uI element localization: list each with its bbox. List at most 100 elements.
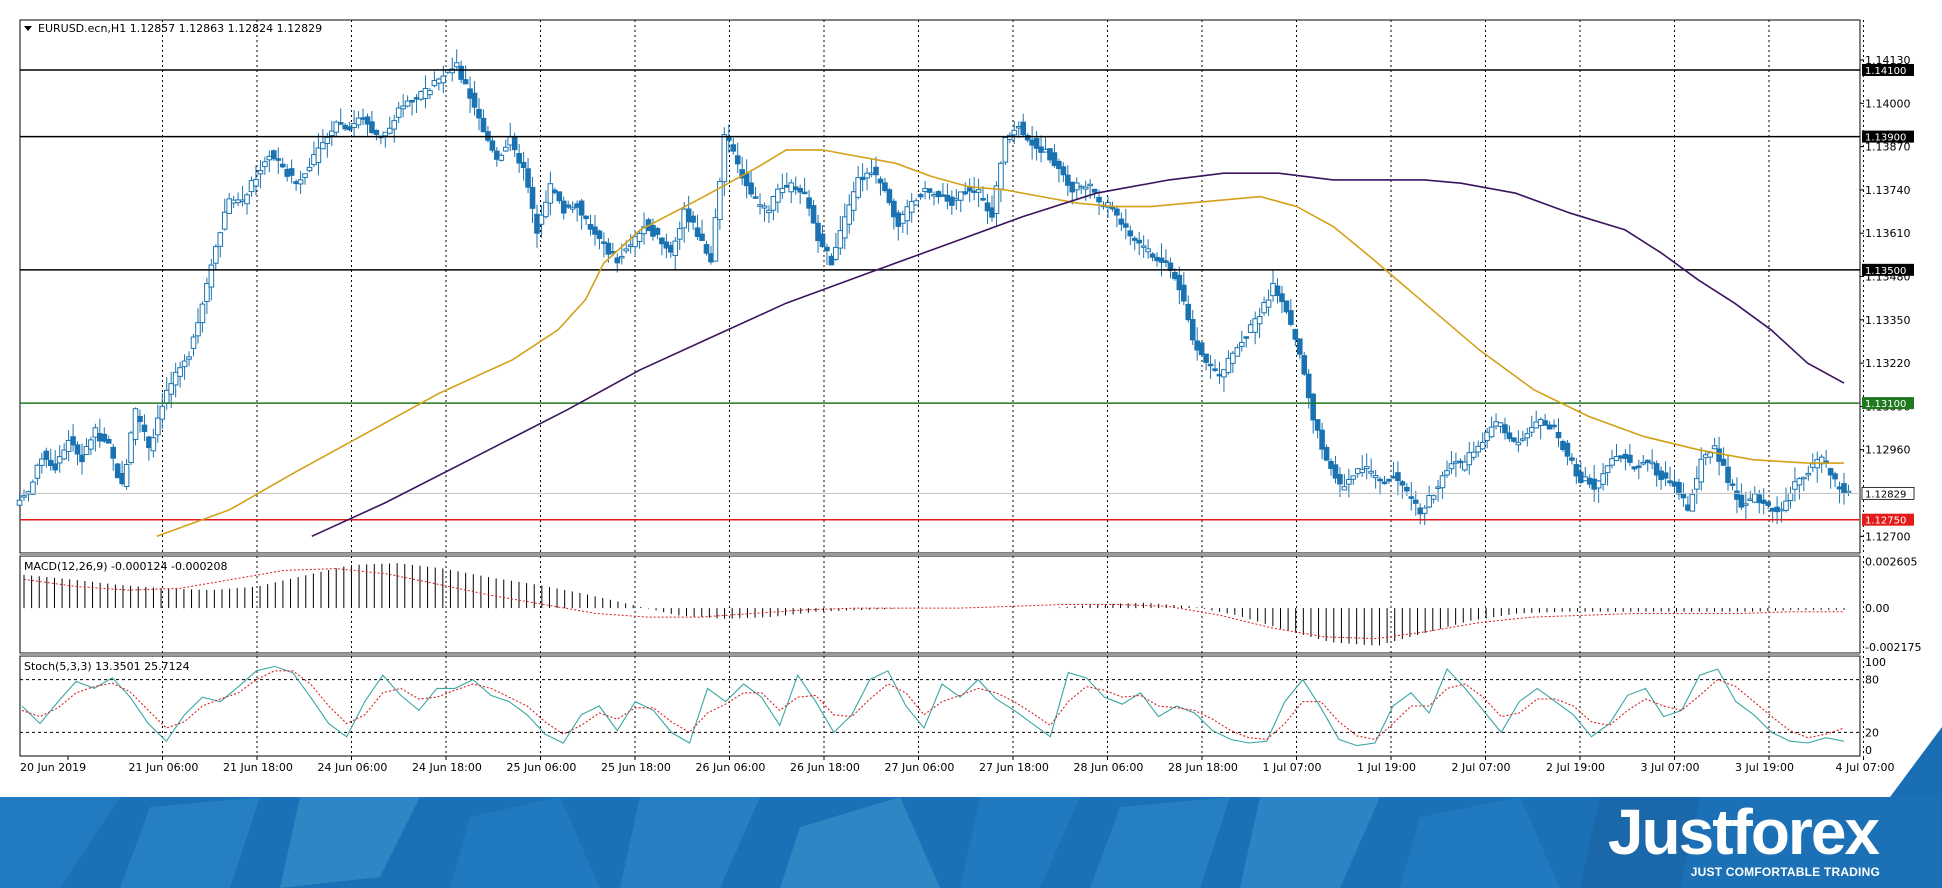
candle-body [908,201,915,213]
candle-body [1520,438,1526,441]
candle-body [1225,357,1232,374]
candle-body [538,214,545,225]
x-tick-label: 25 Jun 06:00 [507,761,577,774]
y-tick-label: 1.13350 [1865,314,1911,327]
x-tick-label: 4 Jul 07:00 [1836,761,1895,774]
candle-body [1720,458,1727,466]
justforex-logo: Justforex [1607,796,1880,868]
current-price-tag [1861,486,1915,500]
candle-body [1029,139,1035,146]
candle-body [529,186,536,209]
candle-body [708,253,714,263]
candle-body [39,458,45,466]
candle-body [382,131,389,137]
stoch-y-tick-label: 100 [1865,656,1886,669]
candle-body [146,436,152,449]
candle-body [841,216,848,239]
candle-body [150,437,157,452]
candle-body [1827,468,1834,476]
candle-body [1734,490,1740,500]
candle-body [1537,418,1544,427]
candle-body [123,463,130,488]
candle-body [957,191,964,201]
candle-body [52,463,59,471]
x-tick-label: 21 Jun 18:00 [223,761,293,774]
candle-body [239,199,246,202]
candle-body [1305,373,1312,399]
candle-body [1078,185,1085,189]
candle-body [1073,182,1080,191]
banner-pattern [0,797,1942,888]
candle-body [155,417,161,436]
candle-body [257,170,264,175]
candle-body [413,97,420,100]
candle-body [1573,464,1580,477]
candle-body [458,65,464,80]
candle-body [1796,478,1803,486]
candle-body [1408,496,1415,499]
candle-body [1230,352,1236,364]
candle-body [636,232,643,242]
candle-body [1502,424,1508,434]
candle-body [623,248,630,252]
candle-body [1404,486,1410,492]
x-tick-label: 27 Jun 18:00 [979,761,1049,774]
candle-body [132,408,139,440]
candle-body [1346,479,1352,485]
candle-body [284,168,290,177]
candle-body [190,336,197,349]
candle-body [1792,481,1798,490]
y-tick-label: 1.14000 [1865,97,1911,110]
candle-body [752,196,759,199]
candle-body [159,405,166,420]
candle-body [1341,486,1348,491]
candle-body [1609,458,1615,466]
candle-body [1354,468,1361,475]
candle-body [917,193,924,198]
candle-body [364,116,371,125]
candle-body [315,147,322,164]
candle-body [395,107,402,118]
candle-body [1689,493,1696,512]
candle-body [828,255,835,266]
candle-body [502,146,509,152]
candle-body [1252,318,1258,333]
candle-body [306,166,313,172]
y-tick-label: 1.13870 [1865,141,1911,154]
candle-body [1470,451,1477,458]
x-tick-label: 25 Jun 18:00 [601,761,671,774]
candle-body [409,99,415,103]
candle-body [1261,302,1267,314]
candle-body [971,190,977,193]
candle-body [859,176,866,181]
candle-body [1591,478,1597,490]
candle-body [1462,461,1468,471]
candle-body [297,179,304,185]
candle-body [601,241,607,244]
candle-body [1417,507,1424,515]
candle-body [1207,363,1214,367]
candle-body [217,232,224,247]
candle-body [1600,473,1606,485]
candle-body [436,78,442,84]
candle-body [56,456,63,464]
x-tick-label: 27 Jun 06:00 [885,761,955,774]
justforex-tagline: JUST COMFORTABLE TRADING [1690,865,1880,879]
candle-body [766,209,772,214]
candle-body [1359,468,1366,473]
candle-body [226,198,232,214]
candle-body [1051,152,1058,167]
candle-body [1693,478,1700,490]
candle-body [1649,461,1655,465]
candle-body [1805,472,1812,476]
candle-body [1015,125,1022,129]
candle-body [966,187,973,192]
candle-body [1283,300,1290,313]
candle-body [605,242,612,255]
macd-title: MACD(12,26,9) -0.000124 -0.000208 [24,560,227,573]
candle-body [1582,476,1589,482]
candle-body [1301,355,1308,375]
symbol-dropdown-icon[interactable] [24,26,32,31]
symbol-title: EURUSD.ecn,H1 1.12857 1.12863 1.12824 1.… [38,22,322,35]
x-tick-label: 24 Jun 06:00 [318,761,388,774]
